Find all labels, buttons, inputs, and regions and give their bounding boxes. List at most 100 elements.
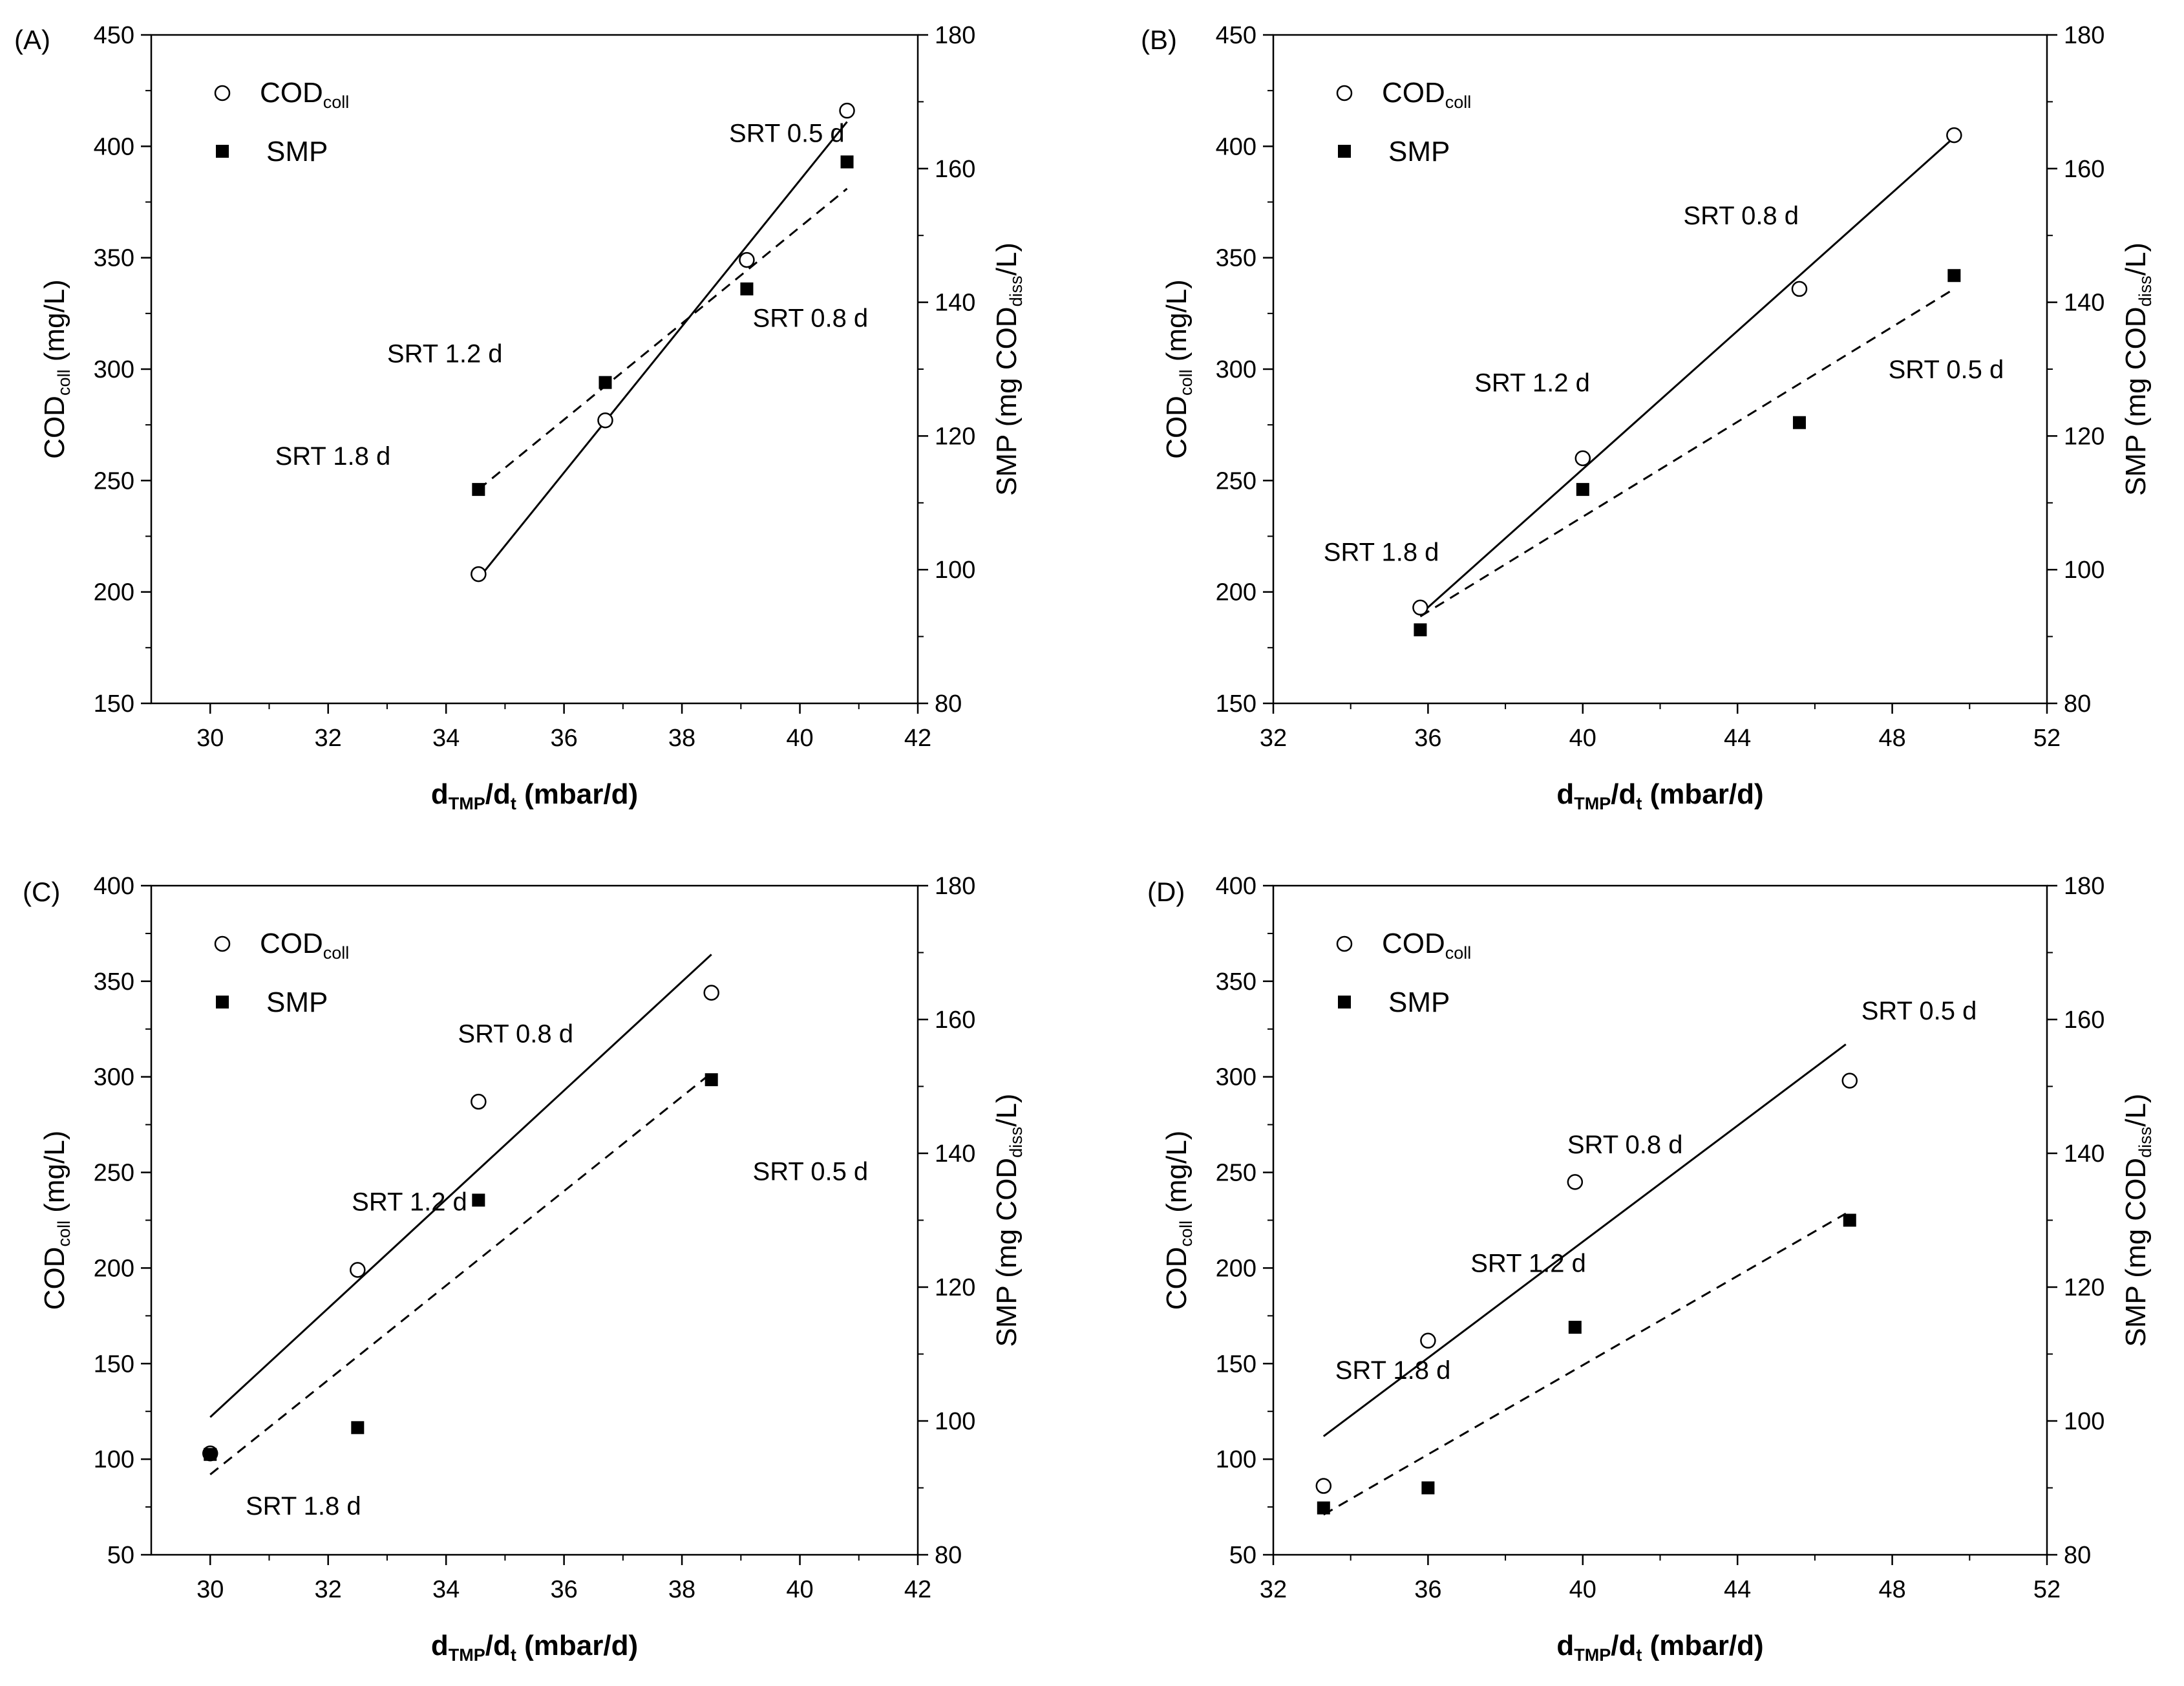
y-left-axis-label: CODcoll (mg/L) xyxy=(1161,1131,1196,1310)
legend-cod-label: CODcoll xyxy=(1382,928,1471,963)
y-right-axis-label: SMP (mg CODdiss/L) xyxy=(2120,1094,2155,1347)
cod-point xyxy=(703,985,719,1001)
y-left-tick-label: 300 xyxy=(94,356,134,383)
y-left-tick-label: 200 xyxy=(1216,1255,1256,1282)
y-right-tick-label: 140 xyxy=(935,290,975,317)
chart-panel-d: 32 36 40 44 48 52 50 100 150 200 250 300 350 400 80 100… xyxy=(1147,873,2155,1665)
cod-point xyxy=(1946,127,1962,144)
x-tick-label: 48 xyxy=(1878,725,1905,752)
y-right-tick-label: 100 xyxy=(2064,1408,2104,1435)
srt-annotation: SRT 0.8 d xyxy=(1567,1131,1683,1159)
y-left-tick-label: 350 xyxy=(1216,968,1256,996)
x-axis-label: dTMP/dt (mbar/d) xyxy=(431,1630,638,1665)
x-tick-label: 36 xyxy=(1414,1576,1441,1603)
smp-point xyxy=(1843,1213,1856,1227)
smp-point xyxy=(204,1447,217,1461)
panel-label: (D) xyxy=(1147,877,1185,907)
srt-annotation: SRT 0.5 d xyxy=(753,1157,869,1186)
y-right-tick-label: 180 xyxy=(935,22,975,49)
y-left-tick-label: 250 xyxy=(1216,1160,1256,1187)
y-left-axis-label: CODcoll (mg/L) xyxy=(39,279,74,459)
y-left-tick-label: 150 xyxy=(94,690,134,718)
x-tick-label: 42 xyxy=(904,1576,931,1603)
srt-annotation: SRT 1.2 d xyxy=(1474,368,1590,397)
x-tick-label: 32 xyxy=(315,725,342,752)
cod-point xyxy=(471,566,487,582)
y-right-tick-label: 120 xyxy=(935,1274,975,1301)
y-left-tick-label: 300 xyxy=(1216,356,1256,383)
cod-point xyxy=(839,102,855,119)
x-tick-label: 40 xyxy=(786,725,813,752)
legend-smp-marker xyxy=(1338,145,1351,158)
y-left-tick-label: 350 xyxy=(94,245,134,272)
srt-annotation: SRT 1.8 d xyxy=(1335,1356,1451,1385)
srt-annotation: SRT 1.8 d xyxy=(1324,538,1439,566)
y-left-tick-label: 250 xyxy=(1216,467,1256,495)
y-left-tick-label: 150 xyxy=(1216,690,1256,718)
legend-smp-label: SMP xyxy=(266,136,328,167)
y-right-tick-label: 100 xyxy=(935,557,975,584)
cod-point xyxy=(597,412,613,429)
smp-point xyxy=(599,376,612,389)
y-left-tick-label: 150 xyxy=(94,1350,134,1378)
y-left-tick-label: 200 xyxy=(1216,579,1256,606)
y-left-tick-label: 450 xyxy=(94,22,134,49)
y-right-tick-label: 80 xyxy=(2064,690,2091,718)
smp-fit-line xyxy=(209,1072,712,1475)
chart-panel-c: 30 32 34 36 38 40 42 50 100 150 200 250 300 350 400 80 1… xyxy=(23,873,1026,1665)
cod-point xyxy=(1420,1332,1436,1349)
y-left-tick-label: 300 xyxy=(94,1064,134,1091)
chart-panel-a: 30 32 34 36 38 40 42 150 200 250 300 350 400 450 80 100… xyxy=(14,22,1026,813)
x-tick-label: 40 xyxy=(1569,725,1596,752)
x-tick-label: 48 xyxy=(1878,1576,1905,1603)
cod-fit-line xyxy=(1419,136,1955,615)
y-right-tick-label: 160 xyxy=(935,1007,975,1034)
cod-point xyxy=(1412,599,1428,616)
cod-fit-line xyxy=(1322,1043,1847,1437)
srt-annotation: SRT 1.2 d xyxy=(387,340,503,368)
legend: CODcoll SMP xyxy=(214,77,349,167)
smp-fit-line xyxy=(1419,288,1955,617)
smp-point xyxy=(472,483,485,496)
x-axis-label: dTMP/dt (mbar/d) xyxy=(1556,1630,1763,1665)
srt-annotation: SRT 0.8 d xyxy=(753,304,869,333)
smp-point xyxy=(740,282,754,295)
y-left-tick-label: 400 xyxy=(94,873,134,900)
srt-annotation: SRT 1.8 d xyxy=(275,442,391,471)
cod-point xyxy=(1315,1478,1332,1494)
y-right-axis-label: SMP (mg CODdiss/L) xyxy=(991,1094,1026,1347)
legend-smp-marker xyxy=(1338,996,1351,1008)
y-left-tick-label: 300 xyxy=(1216,1064,1256,1091)
y-right-tick-label: 80 xyxy=(935,690,962,718)
x-tick-label: 30 xyxy=(196,1576,224,1603)
y-right-tick-label: 180 xyxy=(2064,22,2104,49)
y-left-tick-label: 350 xyxy=(1216,245,1256,272)
x-tick-label: 32 xyxy=(1260,725,1287,752)
x-tick-label: 40 xyxy=(1569,1576,1596,1603)
y-right-tick-label: 180 xyxy=(2064,873,2104,900)
y-right-tick-label: 120 xyxy=(2064,423,2104,450)
cod-point xyxy=(1567,1174,1584,1190)
smp-point xyxy=(351,1421,365,1435)
legend-cod-label: CODcoll xyxy=(260,77,349,112)
y-right-tick-label: 140 xyxy=(2064,1140,2104,1168)
y-right-tick-label: 80 xyxy=(2064,1542,2091,1569)
y-right-tick-label: 140 xyxy=(935,1140,975,1168)
y-left-tick-label: 100 xyxy=(94,1446,134,1473)
srt-annotation: SRT 0.5 d xyxy=(1889,356,2004,384)
srt-annotation: SRT 1.2 d xyxy=(1470,1249,1586,1277)
chart-panel-b: 32 36 40 44 48 52 150 200 250 300 350 400 450 80 100 12… xyxy=(1141,22,2155,813)
srt-annotation: SRT 0.5 d xyxy=(729,119,845,147)
y-left-axis-label: CODcoll (mg/L) xyxy=(39,1131,74,1310)
y-left-tick-label: 250 xyxy=(94,467,134,495)
smp-fit-line xyxy=(478,187,848,491)
y-right-tick-label: 140 xyxy=(2064,290,2104,317)
y-left-axis-label: CODcoll (mg/L) xyxy=(1161,279,1196,459)
legend-smp-label: SMP xyxy=(1388,987,1450,1018)
legend-cod-label: CODcoll xyxy=(260,928,349,963)
srt-annotation: SRT 0.8 d xyxy=(1683,202,1799,230)
x-tick-label: 32 xyxy=(315,1576,342,1603)
cod-point xyxy=(471,1093,487,1110)
cod-point xyxy=(1841,1072,1858,1089)
